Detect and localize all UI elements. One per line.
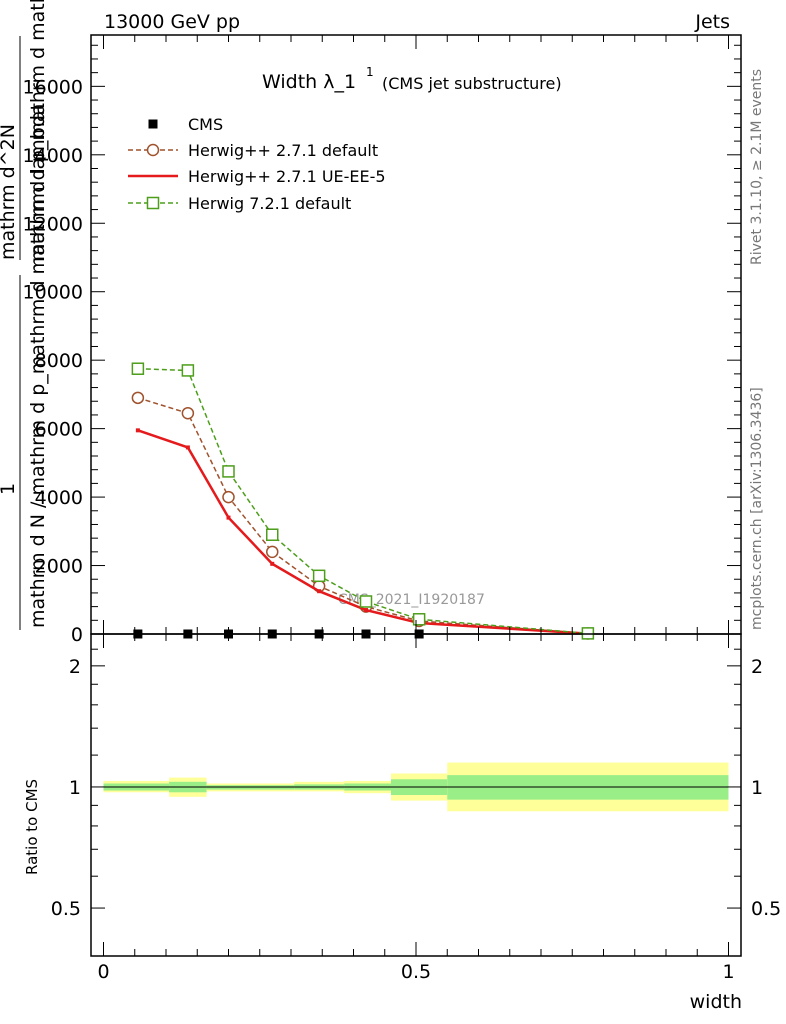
herwig721-point (359, 595, 373, 608)
main-y-tick-label: 0 (71, 624, 83, 646)
title-sup: 1 (366, 65, 374, 79)
main-y-tick-label: 16000 (23, 76, 83, 98)
herwig271-default-point (266, 545, 279, 559)
herwig721-point (266, 528, 279, 541)
herwig721-point (146, 196, 160, 210)
title-main: Width λ_1 (262, 71, 356, 93)
ratio-y-tick-label: 2 (69, 656, 81, 678)
ratio-y-tick-label-right: 1 (751, 777, 763, 799)
herwig271-ueee5-point (135, 428, 140, 433)
header-right: Jets (694, 11, 730, 33)
x-axis-title: width (690, 991, 742, 1013)
ratio-y-tick-label: 1 (69, 777, 81, 799)
ylabel-num: 1 (0, 483, 19, 495)
main-y-tick-label: 8000 (35, 350, 83, 372)
ratio-y-tick-label: 0.5 (51, 898, 81, 920)
ratio-y-ticks: 0.5 0.5 1 1 2 2 (51, 648, 781, 920)
herwig271-ueee5-point (226, 515, 231, 520)
herwig271-ueee5-point (317, 589, 322, 594)
main-y-tick-label: 12000 (23, 213, 83, 235)
herwig721-point (412, 613, 426, 626)
herwig721-line (137, 367, 588, 635)
main-y-tick-label: 2000 (35, 556, 83, 578)
x-ticks: 0 0.5 1 (97, 35, 735, 983)
main-y-tick-label: 4000 (35, 487, 83, 509)
herwig721-point (312, 569, 326, 583)
ylabel-den2: mathrm d p_mathrm d mathrm d lambda (27, 0, 49, 262)
herwig271-ueee5-point (364, 608, 368, 613)
main-y-tick-label: 6000 (35, 419, 83, 441)
herwig271-default-point (181, 406, 195, 420)
herwig271-default-point (146, 143, 160, 157)
legend-entry: Herwig 7.2.1 default (128, 194, 351, 213)
legend-label: Herwig++ 2.7.1 default (188, 141, 378, 160)
ratio-y-tick-label-right: 2 (751, 656, 763, 678)
ratio-y-axis-title: Ratio to CMS (23, 779, 41, 875)
main-y-tick-labels: 0 2000 4000 6000 8000 10000 12000 14000 16000 (23, 76, 83, 646)
ylabel-den: mathrm d N / mathrm d p_mathrm d mathrm … (27, 103, 49, 628)
header-left: 13000 GeV pp (104, 11, 240, 33)
herwig721-point (131, 362, 145, 375)
herwig271-default-point (222, 490, 235, 504)
herwig721-point (181, 364, 195, 377)
herwig271-ueee5-line (137, 429, 588, 635)
ylabel-num2: mathrm d^2N (0, 124, 19, 260)
legend-entry: CMS (148, 115, 223, 134)
ratio-y-tick-label-right: 0.5 (751, 898, 781, 920)
legend-label: Herwig 7.2.1 default (188, 194, 351, 213)
legend-label: Herwig++ 2.7.1 UE-EE-5 (188, 167, 386, 186)
herwig721-point (222, 465, 235, 478)
main-y-axis-title: mathrm d^2N mathrm d p_mathrm d mathrm d… (0, 0, 49, 630)
herwig271-default-line (137, 397, 588, 635)
legend: CMS Herwig++ 2.7.1 default Herwig++ 2.7.1 … (128, 115, 386, 213)
legend-entry: Herwig++ 2.7.1 UE-EE-5 (128, 167, 386, 186)
herwig271-default-point (131, 391, 145, 405)
cms-data-point (148, 119, 158, 129)
legend-label: CMS (188, 115, 223, 134)
main-y-ticks (91, 44, 741, 635)
legend-entry: Herwig++ 2.7.1 default (128, 141, 378, 160)
main-y-tick-label: 10000 (23, 282, 83, 304)
herwig271-ueee5-point (270, 561, 275, 566)
x-tick-label: 1 (722, 961, 734, 983)
plot-title: Width λ_1 1 (CMS jet substructure) (262, 65, 562, 93)
mcplots-label: mcplots.cern.ch [arXiv:1306.3436] (749, 387, 765, 630)
title-note: (CMS jet substructure) (382, 74, 562, 93)
rivet-label: Rivet 3.1.10, ≥ 2.1M events (749, 69, 765, 265)
x-tick-label: 0.5 (401, 961, 431, 983)
x-tick-label: 0 (97, 961, 109, 983)
herwig271-ueee5-point (185, 445, 190, 450)
series-layer (131, 362, 595, 640)
main-y-tick-label: 14000 (23, 145, 83, 167)
series-herwig-7-2-1-default (131, 362, 595, 640)
